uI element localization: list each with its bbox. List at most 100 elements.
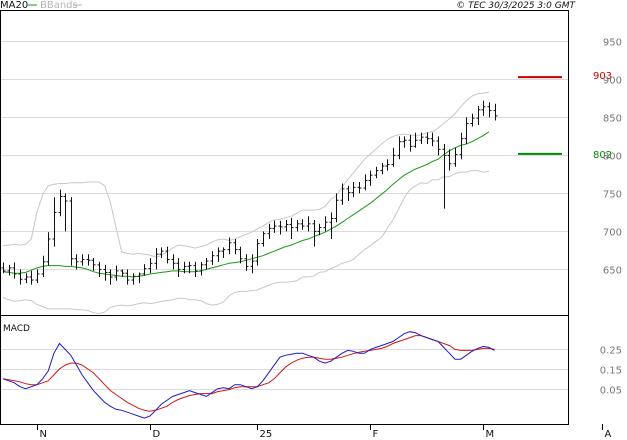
ohlc-bar <box>374 166 379 179</box>
price-y-tick-900: 900 <box>603 76 622 87</box>
ohlc-bar <box>108 269 113 285</box>
ohlc-bar <box>221 247 226 258</box>
ohlc-bar <box>154 248 159 270</box>
ohlc-bar <box>114 265 119 281</box>
ohlc-bar <box>7 264 12 276</box>
ohlc-bar <box>46 232 51 266</box>
ohlc-bar <box>250 254 255 274</box>
ohlc-bar <box>244 254 249 271</box>
price-y-tick-750: 750 <box>603 190 622 201</box>
ohlc-bar <box>453 147 458 167</box>
ohlc-bar <box>182 261 187 274</box>
ohlc-bar <box>459 132 464 160</box>
ohlc-bar <box>493 103 498 121</box>
ohlc-bar <box>419 132 424 144</box>
ohlc-bar <box>29 270 34 285</box>
ohlc-bar <box>159 247 164 258</box>
ohlc-bar <box>397 136 402 160</box>
price-y-tick-950: 950 <box>603 38 622 49</box>
macd-line <box>2 331 495 419</box>
ohlc-bar <box>216 247 221 262</box>
ohlc-bar <box>193 261 198 277</box>
macd-title: MACD <box>3 324 30 334</box>
ohlc-bar <box>204 258 209 270</box>
ohlc-bar <box>261 231 266 247</box>
legend-bbands: BBands <box>40 0 78 11</box>
ohlc-bar <box>52 197 57 247</box>
ohlc-bar <box>357 182 362 194</box>
ohlc-bar <box>470 113 475 127</box>
ohlc-bar <box>391 147 396 167</box>
ohlc-bar <box>12 262 17 279</box>
ohlc-bar <box>447 149 452 171</box>
ohlc-bars-layer <box>1 100 498 285</box>
ohlc-bar <box>329 212 334 239</box>
ohlc-bar <box>425 132 430 144</box>
ohlc-bar <box>255 239 260 266</box>
ohlc-bar <box>380 163 385 175</box>
ohlc-bar <box>464 117 469 144</box>
ohlc-bar <box>176 258 181 277</box>
price-y-tick-800: 800 <box>603 152 622 163</box>
levels-layer: 903 802 <box>518 71 612 161</box>
ohlc-bar <box>323 216 328 232</box>
ohlc-bar <box>97 261 102 277</box>
ohlc-bar <box>171 254 176 270</box>
ohlc-bar <box>272 220 277 233</box>
ohlc-bar <box>368 170 373 186</box>
ohlc-bar <box>74 254 79 270</box>
x-tick-label-M: M <box>486 429 495 440</box>
macd-y-tick-0.25: 0.25 <box>600 346 622 357</box>
level-label-903: 903 <box>593 71 612 82</box>
ohlc-bar <box>165 246 170 264</box>
ohlc-bar <box>148 258 153 274</box>
ohlc-bar <box>187 261 192 274</box>
bb-lower-line <box>2 170 489 315</box>
ohlc-bar <box>63 193 68 232</box>
ohlc-bar <box>142 264 147 276</box>
bb-upper-line <box>2 91 489 258</box>
ohlc-bar <box>58 189 63 217</box>
ohlc-bar <box>481 100 486 116</box>
ohlc-bar <box>351 182 356 198</box>
price-y-tick-700: 700 <box>603 228 622 239</box>
ohlc-bar <box>1 262 6 274</box>
ohlc-bar <box>385 159 390 171</box>
macd-lines-layer <box>2 331 495 419</box>
macd-y-tick-0.15: 0.15 <box>600 366 622 377</box>
ohlc-bar <box>131 273 136 285</box>
ohlc-bar <box>137 272 142 284</box>
ohlc-bar <box>442 144 447 209</box>
ohlc-bar <box>413 132 418 148</box>
ohlc-bar <box>125 269 130 285</box>
ohlc-bar <box>430 132 435 147</box>
ohlc-bar <box>69 197 74 266</box>
ohlc-bar <box>334 193 339 223</box>
legend-ma20: MA20 <box>0 0 28 11</box>
ohlc-bar <box>41 255 46 277</box>
ohlc-bar <box>103 264 108 281</box>
ohlc-bar <box>306 216 311 232</box>
ohlc-bar <box>120 269 125 277</box>
x-tick-label-A: A <box>605 429 612 440</box>
ohlc-bar <box>346 185 351 201</box>
ohlc-bar <box>278 220 283 235</box>
price-y-tick-850: 850 <box>603 114 622 125</box>
ohlc-bar <box>436 136 441 156</box>
ohlc-bar <box>18 269 23 285</box>
ohlc-bar <box>317 223 322 236</box>
ohlc-bar <box>233 239 238 255</box>
x-tick-label-N: N <box>40 429 47 440</box>
price-y-tick-650: 650 <box>603 266 622 277</box>
ohlc-bar <box>312 220 317 247</box>
level-label-802: 802 <box>593 150 612 161</box>
macd-signal-line <box>2 335 495 412</box>
ohlc-bar <box>35 269 40 284</box>
macd-y-tick-0.05: 0.05 <box>600 386 622 397</box>
ohlc-bar <box>80 254 85 266</box>
ohlc-bar <box>300 219 305 230</box>
ohlc-bar <box>86 254 91 266</box>
ohlc-bar <box>227 237 232 255</box>
